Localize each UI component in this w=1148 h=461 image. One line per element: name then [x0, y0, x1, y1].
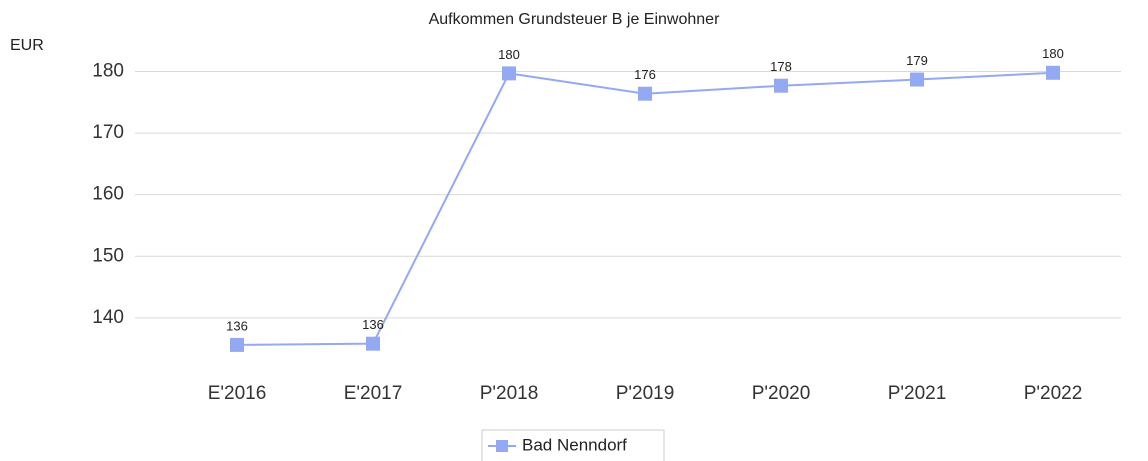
data-label: 136	[226, 318, 248, 333]
legend-marker	[496, 440, 508, 452]
x-tick-label: P'2020	[752, 383, 811, 404]
x-tick-label: P'2021	[888, 383, 947, 404]
chart-title: Aufkommen Grundsteuer B je Einwohner	[429, 11, 720, 28]
data-label: 136	[362, 317, 384, 332]
x-tick-label: E'2016	[208, 383, 267, 404]
y-tick-label: 170	[92, 122, 124, 143]
y-tick-label: 140	[92, 307, 124, 328]
marker	[774, 78, 788, 93]
legend-label: Bad Nenndorf	[522, 435, 627, 454]
marker	[910, 72, 924, 87]
marker	[230, 337, 244, 352]
y-tick-label: 160	[92, 184, 124, 205]
y-axis-label: EUR	[10, 37, 44, 54]
data-label: 180	[498, 47, 520, 62]
marker	[502, 66, 516, 81]
data-label: 179	[906, 53, 928, 68]
marker	[366, 336, 380, 351]
y-tick-label: 150	[92, 245, 124, 266]
line	[236, 71, 1054, 346]
x-tick-label: E'2017	[344, 383, 403, 404]
x-tick-label: P'2019	[616, 383, 675, 404]
data-label: 178	[770, 59, 792, 74]
y-tick-label: 180	[92, 61, 124, 82]
data-label: 180	[1042, 46, 1064, 61]
x-tick-label: P'2018	[480, 383, 539, 404]
x-tick-label: P'2022	[1024, 383, 1083, 404]
marker	[638, 86, 652, 101]
marker	[1046, 65, 1060, 80]
data-label: 176	[634, 67, 656, 82]
